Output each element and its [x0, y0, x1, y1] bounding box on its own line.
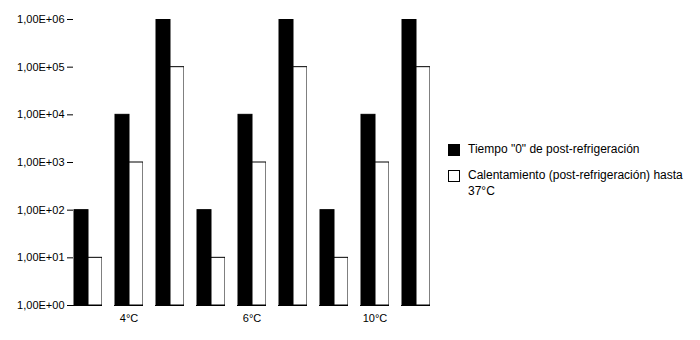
svg-text:1,00E+02: 1,00E+02: [17, 204, 64, 216]
svg-text:1,00E+06: 1,00E+06: [17, 13, 64, 25]
svg-text:1,00E+03: 1,00E+03: [17, 156, 64, 168]
html-text:Tiempo "0" de post-refrigeraci: Tiempo "0" de post-refrigeración: [468, 142, 640, 156]
svg-text:1,00E+05: 1,00E+05: [17, 61, 64, 73]
svg-text:1,00E+04: 1,00E+04: [17, 108, 64, 120]
svg-text:1,00E+00: 1,00E+00: [17, 299, 64, 311]
svg-text:4°C: 4°C: [120, 312, 139, 324]
html-text:Calentamiento (post-refrigerac: Calentamiento (post-refrigeración) hasta…: [468, 168, 683, 198]
svg-text:6°C: 6°C: [243, 312, 262, 324]
svg-text:10°C: 10°C: [363, 312, 388, 324]
svg-text:1,00E+01: 1,00E+01: [17, 251, 64, 263]
